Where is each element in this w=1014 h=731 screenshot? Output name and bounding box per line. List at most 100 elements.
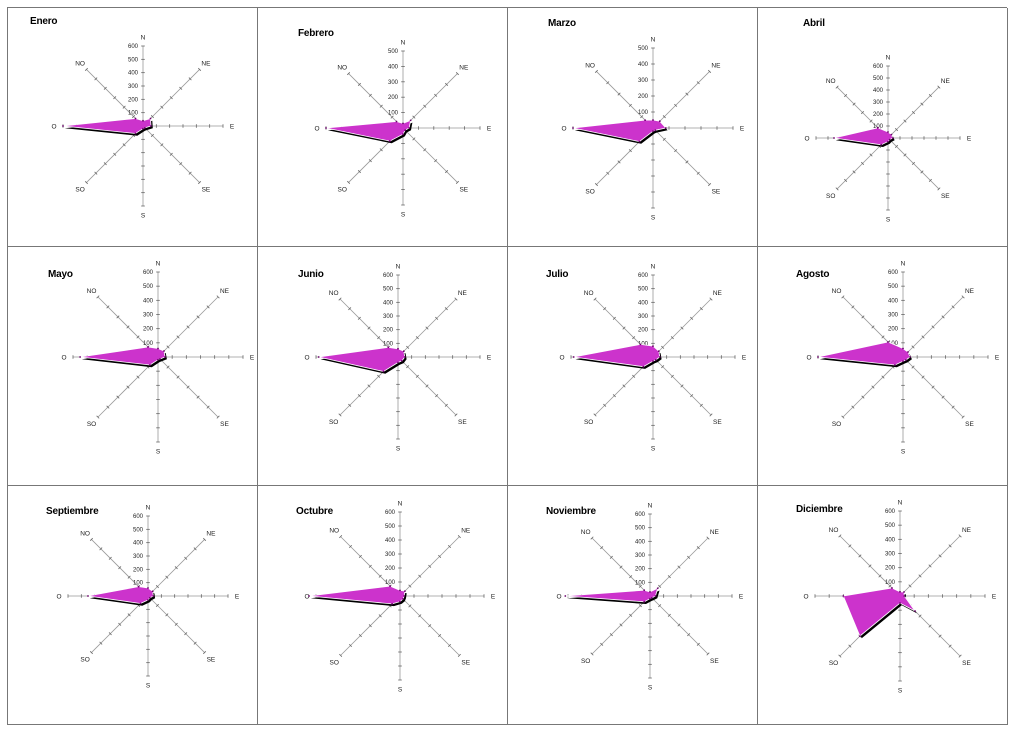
axis-tick [203,651,207,655]
axis-tick [852,102,856,106]
tick-label: 300 [143,313,154,319]
axis-tick [84,181,88,185]
direction-label: S [898,688,903,695]
tick-label: 200 [635,567,646,573]
axis-tick [622,384,626,388]
data-point-s [649,597,651,600]
radar-svg: N NE E SE S SO O NO 100 200 300 400 500 [314,40,491,219]
tick-label: 600 [133,514,144,520]
axis-tick [903,153,907,157]
data-point-no [395,120,398,123]
chart-title: Diciembre [796,504,843,515]
axis-tick [357,316,361,320]
axis-tick [378,574,382,578]
axis-tick [861,395,865,399]
chart-title: Marzo [548,18,576,29]
data-point-so [894,364,896,366]
axis-no [596,71,654,129]
tick-label: 300 [888,313,899,319]
axis-tick [677,623,681,627]
data-point-no [643,589,646,592]
direction-label: O [806,355,811,362]
direction-label: NE [206,531,216,538]
axis-tick [920,102,924,106]
direction-label: S [146,683,151,690]
tick-label: 500 [388,49,399,55]
axis-tick [670,336,674,340]
axis-tick [378,614,382,618]
axis-tick [406,345,410,349]
axis-tick [445,82,449,86]
direction-label: N [651,264,656,271]
axis-tick [860,110,865,115]
axis-tick [435,394,439,398]
axis-tick [699,307,703,311]
direction-label: S [901,449,906,456]
direction-label: NO [337,65,347,72]
tick-label: 500 [873,76,884,82]
axis-tick [203,537,207,541]
direction-label: N [898,500,903,507]
tick-label: 300 [128,84,139,90]
axis-tick [667,575,671,579]
direction-label: SE [459,186,468,193]
axis-tick [911,110,916,115]
axis-tick [113,96,117,100]
direction-label: NO [832,288,842,295]
axis-tick [454,413,458,417]
direction-label: NE [711,63,721,70]
data-point-s [652,360,654,362]
radar-svg: N NE E SE S SO O NO 100 200 300 400 500 600 [304,501,495,694]
data-point-e [658,356,661,358]
axis-tick [447,544,452,549]
data-point-s [652,130,654,133]
tick-label: 500 [638,46,649,52]
direction-label: NE [713,290,723,297]
data-point-n [157,347,159,350]
direction-label: SE [461,659,470,666]
axis-tick [948,644,952,648]
direction-label: E [742,355,747,362]
tick-label: 200 [133,567,144,573]
data-point-ne [149,117,152,120]
tick-label: 400 [885,537,896,543]
tick-label: 100 [133,581,144,587]
axis-tick [216,295,220,299]
axis-tick [709,297,713,301]
data-point-o [317,356,320,358]
direction-label: O [56,594,61,601]
axis-tick [358,554,362,558]
axis-tick [838,534,842,538]
data-point-n [402,122,404,125]
axis-tick [690,316,694,320]
wind-rose-febrero: Febrero N NE E SE S SO O NO 100 200 300 400 500 [258,8,508,247]
data-point-n [142,119,144,122]
tick-label: 500 [383,287,394,293]
axis-tick [594,183,598,187]
data-point-ne [890,133,893,136]
axis-tick [674,103,678,107]
axis-tick [911,345,915,349]
axis-tick [699,403,703,407]
axis-tick [928,624,932,628]
data-point-se [914,610,916,612]
axis-tick [408,604,412,608]
data-point-se [888,138,891,141]
axis-tick [878,574,882,578]
direction-label: NO [87,288,97,295]
axis-tick [108,556,112,560]
axis-tick [165,575,169,579]
axis-tick [116,395,120,399]
direction-label: NO [581,529,591,536]
data-point-so [391,603,393,605]
axis-tick [888,584,892,588]
direction-label: NE [962,527,972,534]
tick-label: 400 [385,538,396,544]
direction-label: S [156,449,161,456]
axis-tick [638,604,642,608]
axis-tick [132,115,136,119]
tick-label: 300 [638,314,649,320]
data-point-so [389,140,391,143]
direction-label: O [304,355,309,362]
data-point-o [564,595,567,597]
